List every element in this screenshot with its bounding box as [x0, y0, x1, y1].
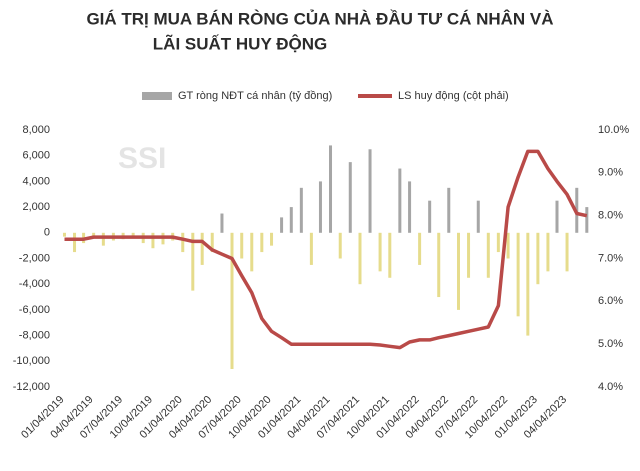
bar	[526, 232, 530, 336]
y-tick-label: -4,000	[19, 278, 50, 290]
bar	[191, 232, 195, 291]
bar	[73, 232, 77, 253]
bar	[418, 232, 422, 265]
bar	[260, 232, 264, 253]
bar	[338, 232, 342, 259]
y2-tick-label: 9.0%	[598, 167, 623, 179]
bar	[496, 232, 500, 253]
bar	[467, 232, 471, 278]
y-tick-label: 8,000	[22, 124, 50, 136]
bar	[388, 232, 392, 278]
bar	[408, 181, 412, 233]
bar	[437, 232, 441, 298]
y2-tick-label: 10.0%	[598, 124, 629, 136]
bar	[299, 187, 303, 233]
chart-title: LÃI SUẤT HUY ĐỘNG	[153, 33, 327, 53]
bar	[348, 162, 352, 233]
bar	[358, 232, 362, 285]
y-tick-label: 2,000	[22, 201, 50, 213]
bar	[486, 232, 490, 278]
y2-tick-label: 8.0%	[598, 210, 623, 222]
bar	[270, 232, 274, 246]
bar	[457, 232, 460, 310]
watermark: SSI	[118, 142, 166, 175]
bar	[329, 145, 333, 233]
bar	[516, 232, 520, 317]
bar	[181, 232, 185, 253]
y2-tick-label: 4.0%	[598, 381, 623, 393]
y2-tick-label: 7.0%	[598, 252, 623, 264]
y-tick-label: -10,000	[13, 355, 50, 367]
y-tick-label: -8,000	[19, 330, 50, 342]
bar	[220, 213, 224, 233]
legend-label: LS huy động (cột phải)	[398, 90, 509, 102]
y-tick-label: 6,000	[22, 150, 50, 162]
y-tick-label: 0	[44, 227, 50, 239]
bar	[506, 232, 510, 259]
bar	[280, 217, 284, 233]
bar	[151, 232, 155, 249]
y2-tick-label: 6.0%	[598, 295, 623, 307]
bar	[555, 200, 559, 233]
bar	[62, 232, 66, 237]
y2-tick-label: 5.0%	[598, 338, 623, 350]
bar	[240, 232, 244, 259]
y-tick-label: -6,000	[19, 304, 50, 316]
bar	[546, 232, 550, 272]
bar	[428, 200, 432, 233]
line	[64, 149, 588, 350]
bar	[585, 207, 589, 233]
bar	[200, 232, 204, 265]
legend-label: GT ròng NĐT cá nhân (tỷ đồng)	[178, 90, 332, 102]
bar	[210, 232, 214, 253]
bar	[536, 232, 540, 285]
y-tick-label: -2,000	[19, 252, 50, 264]
bar	[309, 232, 313, 265]
y-tick-label: 4,000	[22, 175, 50, 187]
bar	[565, 232, 569, 272]
bar	[398, 168, 402, 233]
bar	[318, 181, 322, 233]
legend-swatch	[142, 92, 172, 100]
bar	[289, 207, 293, 233]
bar	[101, 232, 105, 246]
bar	[378, 232, 382, 272]
bar	[447, 187, 451, 233]
y-tick-label: -12,000	[13, 381, 50, 393]
bar	[368, 149, 372, 233]
chart-title: GIÁ TRỊ MUA BÁN RÒNG CỦA NHÀ ĐẦU TƯ CÁ N…	[86, 9, 553, 28]
bar	[476, 200, 480, 233]
bar	[131, 232, 135, 237]
bar	[230, 232, 234, 370]
bar	[250, 232, 254, 272]
